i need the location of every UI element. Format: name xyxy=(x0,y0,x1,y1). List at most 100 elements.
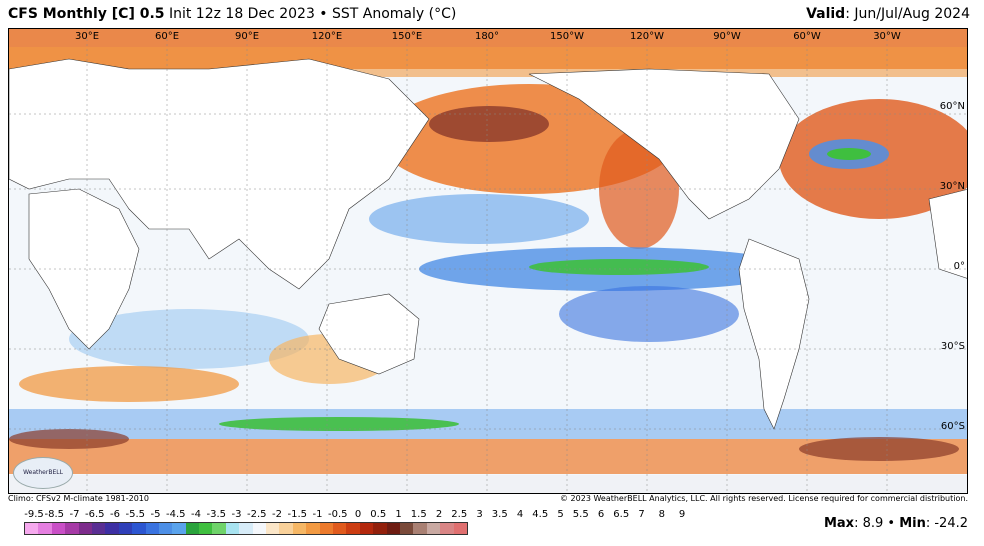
colorbar-swatch xyxy=(118,523,133,534)
colorbar-swatch xyxy=(440,523,454,534)
valid-value: : Jun/Jul/Aug 2024 xyxy=(845,6,970,22)
colorbar-swatch xyxy=(185,523,200,534)
colorbar xyxy=(24,522,468,535)
colorbar-swatch xyxy=(359,523,374,534)
colorbar-tick-label: 2 xyxy=(435,509,443,520)
colorbar-swatch xyxy=(426,523,441,534)
lon-label-90e: 90°E xyxy=(234,31,260,42)
max-value: : 8.9 • xyxy=(854,516,900,531)
colorbar-tick-label: -7 xyxy=(69,509,80,520)
colorbar-swatch xyxy=(292,523,307,534)
colorbar-tick-label: -3 xyxy=(231,509,242,520)
colorbar-tick-label: -6.5 xyxy=(84,509,105,520)
lon-label-150w: 150°W xyxy=(550,31,584,42)
copyright-note: © 2023 WeatherBELL Analytics, LLC. All r… xyxy=(560,494,968,503)
colorbar-swatch xyxy=(158,523,173,534)
max-min-stats: Max: 8.9 • Min: -24.2 xyxy=(824,516,968,531)
colorbar-swatch xyxy=(105,523,119,534)
colorbar-swatch xyxy=(65,523,79,534)
colorbar-swatch xyxy=(319,523,333,534)
sst-anomaly-map: 30°E 60°E 90°E 120°E 150°E 180° 150°W 12… xyxy=(8,28,968,494)
lat-label-30n: 30°N xyxy=(939,181,965,192)
colorbar-swatch xyxy=(91,523,106,534)
colorbar-tick-label: 7 xyxy=(638,509,645,520)
colorbar-tick-label: -3.5 xyxy=(206,509,227,520)
colorbar-tick-label: -1.5 xyxy=(287,509,308,520)
lon-label-90w: 90°W xyxy=(713,31,741,42)
colorbar-tick-label: -0.5 xyxy=(327,509,348,520)
colorbar-swatch xyxy=(25,523,39,534)
min-label: Min xyxy=(899,516,926,531)
colorbar-tick-label: -5 xyxy=(150,509,161,520)
colorbar-tick-label: 2.5 xyxy=(451,509,468,520)
valid-period: Valid: Jun/Jul/Aug 2024 xyxy=(806,6,970,22)
colorbar-swatch xyxy=(332,523,347,534)
colorbar-tick-label: -2 xyxy=(272,509,282,520)
colorbar-tick-label: 0.5 xyxy=(370,509,387,520)
max-label: Max xyxy=(823,516,855,531)
colorbar-swatch xyxy=(373,523,387,534)
title-rest: Init 12z 18 Dec 2023 • SST Anomaly (°C) xyxy=(164,6,457,22)
colorbar-tick-label: 4.5 xyxy=(532,509,549,520)
colorbar-tick-label: -5.5 xyxy=(125,509,146,520)
colorbar-swatch xyxy=(38,523,52,534)
colorbar-swatch xyxy=(306,523,320,534)
colorbar-tick-label: -6 xyxy=(110,509,120,520)
colorbar-tick-label: -8.5 xyxy=(44,509,65,520)
lat-label-60n: 60°N xyxy=(939,101,965,112)
weatherbell-logo: WeatherBELL xyxy=(13,457,73,489)
colorbar-swatch xyxy=(399,523,414,534)
colorbar-swatch xyxy=(252,523,267,534)
lon-label-30e: 30°E xyxy=(74,31,100,42)
lon-label-60e: 60°E xyxy=(154,31,180,42)
lon-label-30w: 30°W xyxy=(873,31,901,42)
colorbar-tick-label: -4.5 xyxy=(165,509,186,520)
colorbar-swatch xyxy=(346,523,360,534)
climo-note: Climo: CFSv2 M-climate 1981-2010 xyxy=(8,494,149,503)
colorbar-tick-label: 1.5 xyxy=(410,509,427,520)
colorbar-swatch xyxy=(386,523,400,534)
lon-label-180: 180° xyxy=(474,31,500,42)
colorbar-tick-label: 3 xyxy=(476,509,483,520)
colorbar-tick-label: -2.5 xyxy=(246,509,267,520)
model-name: CFS Monthly [C] 0.5 xyxy=(8,6,165,22)
colorbar-tick-label: 6 xyxy=(597,509,605,520)
logo-text: WeatherBELL xyxy=(23,469,63,476)
colorbar-tick-label: 3.5 xyxy=(491,509,508,520)
lon-label-60w: 60°W xyxy=(793,31,821,42)
colorbar-swatch xyxy=(225,523,240,534)
colorbar-tick-label: 9 xyxy=(678,509,686,520)
lat-label-60s: 60°S xyxy=(940,421,965,432)
valid-label: Valid xyxy=(806,6,846,22)
lat-label-30s: 30°S xyxy=(940,341,965,352)
min-value: : -24.2 xyxy=(925,516,968,531)
colorbar-swatch xyxy=(78,523,92,534)
colorbar-tick-label: -9.5 xyxy=(24,509,44,520)
colorbar-tick-label: 5 xyxy=(557,509,564,520)
colorbar-tick-labels: -9.5 -8.5 -7 -6.5 -6 -5.5 -5 -4.5 -4 -3.5 -3 -2.5 -2… xyxy=(16,509,716,521)
lon-label-120e: 120°E xyxy=(311,31,343,42)
colorbar-swatch xyxy=(172,523,186,534)
colorbar-swatch xyxy=(132,523,146,534)
colorbar-tick-label: 8 xyxy=(658,509,665,520)
colorbar-tick-label: 4 xyxy=(516,509,524,520)
map-title: CFS Monthly [C] 0.5 Init 12z 18 Dec 2023… xyxy=(8,6,456,22)
colorbar-swatch xyxy=(279,523,293,534)
colorbar-swatch xyxy=(199,523,213,534)
colorbar-tick-label: 5.5 xyxy=(572,509,589,520)
colorbar-swatch xyxy=(413,523,427,534)
colorbar-swatch xyxy=(51,523,66,534)
map-canvas xyxy=(9,29,967,493)
colorbar-tick-label: -4 xyxy=(191,509,201,520)
colorbar-swatch xyxy=(145,523,159,534)
colorbar-tick-label: 0 xyxy=(354,509,362,520)
colorbar-tick-label: 1 xyxy=(395,509,402,520)
colorbar-swatch xyxy=(453,523,467,534)
lon-label-120w: 120°W xyxy=(630,31,664,42)
colorbar-swatch xyxy=(239,523,253,534)
lon-label-150e: 150°E xyxy=(391,31,423,42)
lat-label-0: 0° xyxy=(953,261,965,272)
colorbar-swatch xyxy=(266,523,280,534)
colorbar-tick-label: -1 xyxy=(312,509,323,520)
colorbar-tick-label: 6.5 xyxy=(613,509,630,520)
